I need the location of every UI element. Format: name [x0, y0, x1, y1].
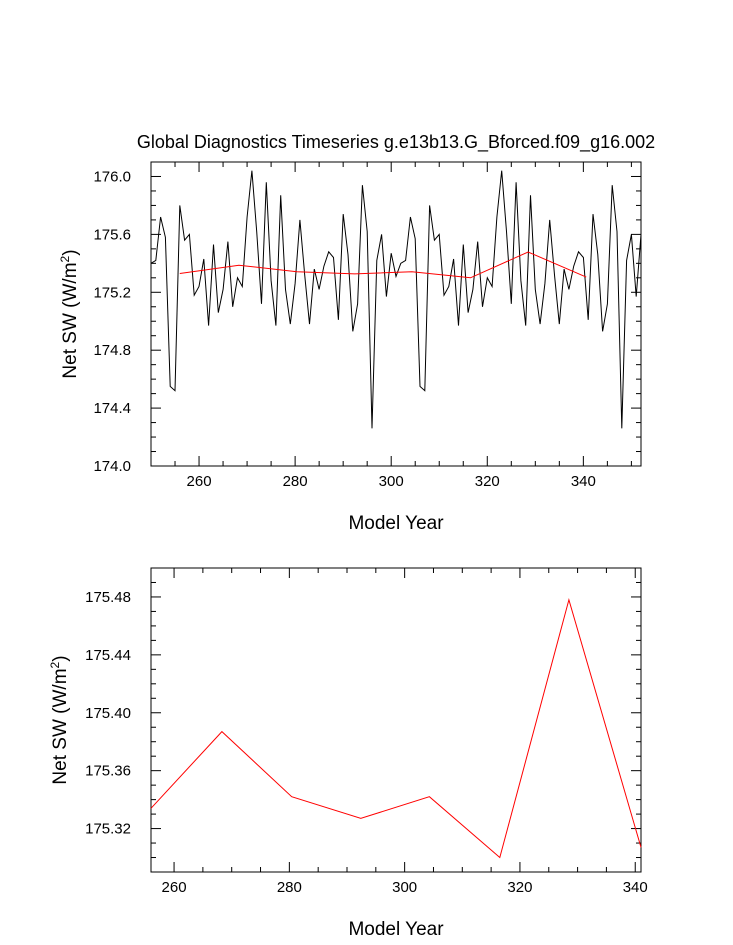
bottom-panel: 260 280 300 320 340 175.32 175.36 175.40 175.44 1… [48, 567, 648, 940]
x-tick-label: 340 [623, 879, 648, 896]
top-panel: 260 280 300 320 340 174.0 174.4 174.8 175.2 175.6… [58, 161, 642, 534]
y-tick-label: 175.36 [85, 763, 131, 780]
y-axis-label: Net SW (W/m2) [48, 655, 71, 784]
series-line [179, 251, 587, 279]
y-tick-label: 175.48 [85, 589, 131, 606]
y-tick-label: 174.4 [93, 400, 131, 417]
tick-labels: 260 280 300 320 340 175.32 175.36 175.40 175.44 1… [85, 589, 648, 896]
y-tick-label: 175.2 [93, 284, 131, 301]
y-tick-label: 175.6 [93, 226, 131, 243]
x-tick-label: 320 [507, 879, 532, 896]
x-axis-label: Model Year [348, 919, 444, 940]
x-tick-label: 260 [162, 879, 187, 896]
y-tick-label: 176.0 [93, 168, 131, 185]
chart-title: Global Diagnostics Timeseries g.e13b13.G… [137, 132, 655, 153]
series-line [150, 170, 642, 429]
y-tick-label: 175.40 [85, 705, 131, 722]
series-group [150, 170, 642, 429]
x-tick-label: 260 [187, 473, 212, 490]
series-line [150, 597, 642, 859]
x-axis-label: Model Year [348, 513, 444, 534]
tick-marks [150, 161, 641, 467]
plot-frame [150, 161, 642, 467]
y-tick-label: 174.0 [93, 458, 131, 475]
x-tick-label: 280 [283, 473, 308, 490]
x-tick-label: 280 [277, 879, 302, 896]
x-tick-label: 340 [571, 473, 596, 490]
x-tick-label: 320 [475, 473, 500, 490]
y-axis-label: Net SW (W/m2) [58, 249, 81, 378]
tick-labels: 260 280 300 320 340 174.0 174.4 174.8 175.2 175.6… [93, 168, 595, 490]
y-tick-label: 174.8 [93, 342, 131, 359]
x-tick-label: 300 [379, 473, 404, 490]
x-tick-label: 300 [392, 879, 417, 896]
tick-marks [151, 567, 641, 873]
series-group [150, 597, 642, 859]
y-tick-label: 175.32 [85, 821, 131, 838]
y-tick-label: 175.44 [85, 647, 131, 664]
plot-frame [150, 567, 642, 873]
